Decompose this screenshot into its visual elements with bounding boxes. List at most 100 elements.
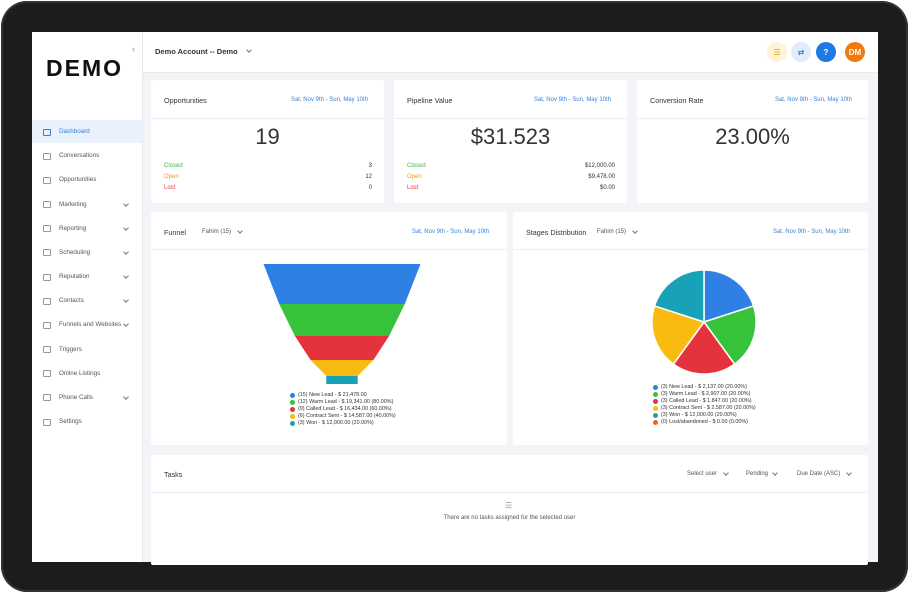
tasks-title: Tasks	[164, 470, 183, 479]
nav-selected-bg	[32, 120, 142, 143]
stat-row-value: $9,478.00	[588, 174, 615, 180]
nav-item[interactable]: Marketing	[59, 200, 87, 208]
legend-label: (15) New Lead - $ 21,478.00	[298, 391, 367, 398]
legend-dot	[653, 405, 658, 411]
legend-dot	[290, 420, 295, 426]
account-switcher[interactable]: Demo Account -- Demo	[155, 47, 238, 56]
stat-row-label: Closed	[164, 163, 183, 169]
legend-label: (12) Warm Lead - $ 19,341.00 (80.00%)	[298, 398, 394, 405]
empty-message: There are no tasks assigned for the sele…	[443, 515, 576, 521]
stat-value: $31.523	[470, 124, 551, 149]
nav-item[interactable]: Reputation	[59, 273, 90, 281]
stat-value: 23.00%	[715, 124, 790, 149]
stat-row-value: 12	[365, 174, 372, 180]
stat-title: Opportunities	[164, 96, 207, 105]
tasks-filter[interactable]: Pending	[746, 471, 769, 477]
legend-label: (6) Contract Sent - $ 14,587.00 (40.00%)	[298, 412, 396, 419]
legend-label: (3) Won - $ 12,000.00 (20.00%)	[661, 411, 737, 418]
filter-dropdown[interactable]: Fahim (15)	[202, 229, 232, 235]
stat-card	[151, 80, 384, 203]
legend-dot	[290, 406, 295, 412]
nav-icon	[43, 152, 51, 160]
nav-item[interactable]: Opportunities	[59, 176, 97, 184]
collapse-icon[interactable]: ‹	[132, 44, 135, 54]
legend-label: (3) Warm Lead - $ 2,907.00 (20.00%)	[661, 390, 751, 397]
nav-item[interactable]: Scheduling	[59, 248, 91, 256]
nav-item[interactable]: Online Listings	[59, 369, 101, 377]
filter-dropdown[interactable]: Fahim (15)	[597, 229, 627, 235]
nav-item[interactable]: Funnels and Websites	[59, 321, 122, 329]
legend-label: (3) Called Lead - $ 1,847.00 (20.00%)	[661, 397, 752, 404]
nav-icon	[43, 418, 51, 426]
stat-date: Sat, Nov 9th - Sun, May 10th	[290, 97, 368, 103]
nav-item[interactable]: Settings	[59, 418, 82, 426]
nav-icon	[43, 273, 51, 281]
nav-icon	[43, 225, 51, 233]
top-bar	[143, 32, 878, 73]
legend-dot	[290, 399, 295, 405]
legend-label: (3) Won - $ 12,000.00 (20.00%)	[298, 419, 374, 426]
help-button[interactable]: ?	[816, 42, 836, 62]
divider	[394, 118, 627, 119]
stat-row-label: Closed	[407, 163, 426, 169]
nav-icon	[43, 249, 51, 257]
nav-icon	[43, 321, 51, 329]
chart-title: Stages Distribution	[526, 228, 587, 237]
nav-icon	[43, 346, 51, 354]
stat-row-value: 0	[368, 185, 372, 191]
stat-row-value: $0.00	[599, 185, 615, 191]
legend-dot	[653, 419, 658, 425]
stat-row-value: 3	[368, 163, 372, 169]
stat-date: Sat, Nov 9th - Sun, May 10th	[533, 97, 611, 103]
nav-icon	[43, 128, 51, 136]
list-button[interactable]: ☰	[767, 42, 787, 62]
nav-item[interactable]: Conversations	[59, 152, 100, 160]
legend-dot	[653, 412, 658, 418]
stat-card	[394, 80, 627, 203]
empty-icon: ☰	[505, 501, 513, 510]
stat-card	[637, 80, 868, 203]
chart-title: Funnel	[164, 228, 186, 237]
nav-icon	[43, 176, 51, 184]
nav-item[interactable]: Phone Calls	[59, 393, 93, 401]
legend-label: (0) Lost/abandoned - $ 0.00 (0.00%)	[661, 418, 748, 425]
nav-item[interactable]: Contacts	[59, 297, 84, 305]
stat-date: Sat, Nov 9th - Sun, May 10th	[774, 97, 852, 103]
stat-row-label: Open	[407, 174, 422, 180]
nav-item[interactable]: Reporting	[59, 224, 87, 232]
nav-icon	[43, 297, 51, 305]
stat-row-value: $12,000.00	[584, 163, 615, 169]
switch-button[interactable]: ⇄	[791, 42, 811, 62]
stat-title: Conversion Rate	[650, 96, 704, 105]
stat-row-label: Lost	[407, 185, 419, 191]
logo: DEMO	[46, 55, 123, 81]
legend-dot	[653, 398, 658, 404]
user-avatar[interactable]: DM	[845, 42, 865, 62]
divider	[151, 249, 507, 250]
nav-icon	[43, 201, 51, 208]
nav-icon	[43, 370, 51, 378]
stat-value: 19	[255, 124, 280, 149]
legend-dot	[653, 384, 658, 390]
nav-item[interactable]: Triggers	[59, 345, 82, 353]
stat-row-label: Open	[164, 174, 179, 180]
tasks-card	[151, 455, 868, 565]
stat-title: Pipeline Value	[407, 96, 453, 105]
chart-date: Sat, Nov 9th - Sun, May 10th	[411, 229, 489, 235]
legend-dot	[290, 413, 295, 419]
stat-row-label: Lost	[164, 185, 176, 191]
divider	[151, 118, 384, 119]
tasks-filter[interactable]: Select user	[687, 471, 718, 477]
divider	[513, 249, 868, 250]
legend-label: (3) Contract Sent - $ 2,587.00 (20.00%)	[661, 404, 756, 411]
nav-item[interactable]: Dashboard	[59, 128, 90, 135]
legend-dot	[653, 391, 658, 397]
tasks-filter[interactable]: Due Date (ASC)	[797, 471, 841, 477]
divider	[637, 118, 868, 119]
chart-date: Sat, Nov 9th - Sun, May 10th	[772, 229, 850, 235]
nav-icon	[43, 394, 51, 402]
legend-dot	[290, 392, 295, 398]
legend-label: (3) New Lead - $ 2,137.00 (20.00%)	[661, 383, 748, 390]
divider	[151, 492, 868, 493]
